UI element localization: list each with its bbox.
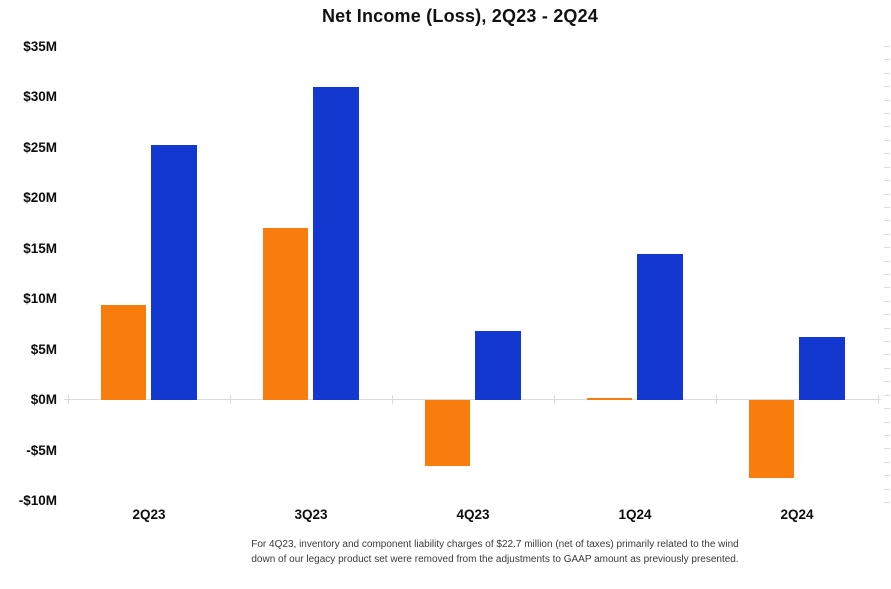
category-tick: [392, 395, 393, 404]
right-axis-minor-tick: [884, 328, 890, 329]
y-axis-label: $35M: [23, 38, 57, 54]
right-axis-minor-tick: [884, 194, 890, 195]
bar-series-2-blue-2Q23: [151, 145, 197, 400]
y-axis-label: $0M: [30, 392, 57, 407]
right-axis-minor-tick: [884, 475, 890, 476]
y-axis-label: $5M: [30, 341, 57, 357]
right-axis-minor-tick: [884, 73, 890, 74]
chart-title: Net Income (Loss), 2Q23 - 2Q24: [321, 6, 599, 26]
right-axis-minor-tick: [884, 86, 890, 87]
y-axis-label: $15M: [23, 240, 57, 256]
right-axis-minor-tick: [884, 126, 890, 127]
right-axis-minor-tick: [884, 502, 890, 503]
right-axis-minor-tick: [884, 462, 890, 463]
right-axis-minor-tick: [884, 381, 890, 382]
y-axis-label: $30M: [23, 89, 57, 104]
right-axis-minor-tick: [884, 408, 890, 409]
right-axis-minor-tick: [884, 354, 890, 355]
bar-series-1-orange-2Q23: [101, 305, 146, 400]
right-axis-minor-tick: [884, 59, 890, 60]
y-axis-label: -$5M: [26, 442, 57, 458]
bar-series-1-orange-1Q24: [587, 397, 632, 400]
footnote-line-1: For 4Q23, inventory and component liabil…: [251, 539, 739, 550]
right-axis-minor-tick: [884, 301, 890, 302]
x-axis-label-1Q24: 1Q24: [618, 507, 652, 522]
bar-series-2-blue-1Q24: [637, 253, 683, 400]
bar-series-1-orange-2Q24: [749, 400, 794, 478]
y-axis-label: $25M: [23, 139, 57, 155]
right-axis-minor-tick: [884, 435, 890, 436]
category-tick: [68, 395, 69, 404]
x-axis-line: [64, 399, 881, 400]
bar-series-2-blue-3Q23: [313, 86, 359, 400]
category-tick: [716, 395, 717, 404]
right-axis-minor-tick: [884, 100, 890, 101]
x-axis-label-4Q23: 4Q23: [456, 507, 490, 522]
right-axis-minor-tick: [884, 234, 890, 235]
chart-footnote: For 4Q23, inventory and component liabil…: [100, 537, 890, 567]
category-tick: [878, 395, 879, 404]
y-axis-label: $10M: [23, 291, 57, 306]
right-axis-minor-tick: [884, 368, 890, 369]
bar-series-2-blue-4Q23: [475, 331, 521, 400]
footnote-line-2: down of our legacy product set were remo…: [251, 554, 739, 565]
y-axis-label: -$10M: [18, 493, 57, 508]
y-axis-label: $20M: [23, 190, 57, 205]
bar-series-1-orange-4Q23: [425, 400, 470, 466]
right-axis-minor-tick: [884, 220, 890, 221]
right-axis-minor-tick: [884, 489, 890, 490]
right-axis-minor-tick: [884, 287, 890, 288]
bar-series-2-blue-2Q24: [799, 337, 845, 400]
right-axis-minor-tick: [884, 341, 890, 342]
right-axis-minor-tick: [884, 395, 890, 396]
right-axis-minor-tick: [884, 167, 890, 168]
right-axis-minor-tick: [884, 247, 890, 248]
category-tick: [230, 395, 231, 404]
right-axis-minor-tick: [884, 140, 890, 141]
right-axis-minor-tick: [884, 448, 890, 449]
x-axis-label-3Q23: 3Q23: [294, 507, 328, 522]
right-axis-minor-tick: [884, 113, 890, 114]
right-axis-minor-tick: [884, 207, 890, 208]
right-axis-minor-tick: [884, 314, 890, 315]
right-axis-minor-tick: [884, 261, 890, 262]
right-axis-minor-tick: [884, 180, 890, 181]
x-axis-label-2Q24: 2Q24: [780, 507, 814, 522]
category-tick: [554, 395, 555, 404]
right-axis-minor-tick: [884, 274, 890, 275]
right-axis-minor-tick: [884, 422, 890, 423]
x-axis-label-2Q23: 2Q23: [132, 507, 166, 522]
right-axis-minor-tick: [884, 46, 890, 47]
right-axis-minor-tick: [884, 153, 890, 154]
bar-series-1-orange-3Q23: [263, 228, 308, 400]
